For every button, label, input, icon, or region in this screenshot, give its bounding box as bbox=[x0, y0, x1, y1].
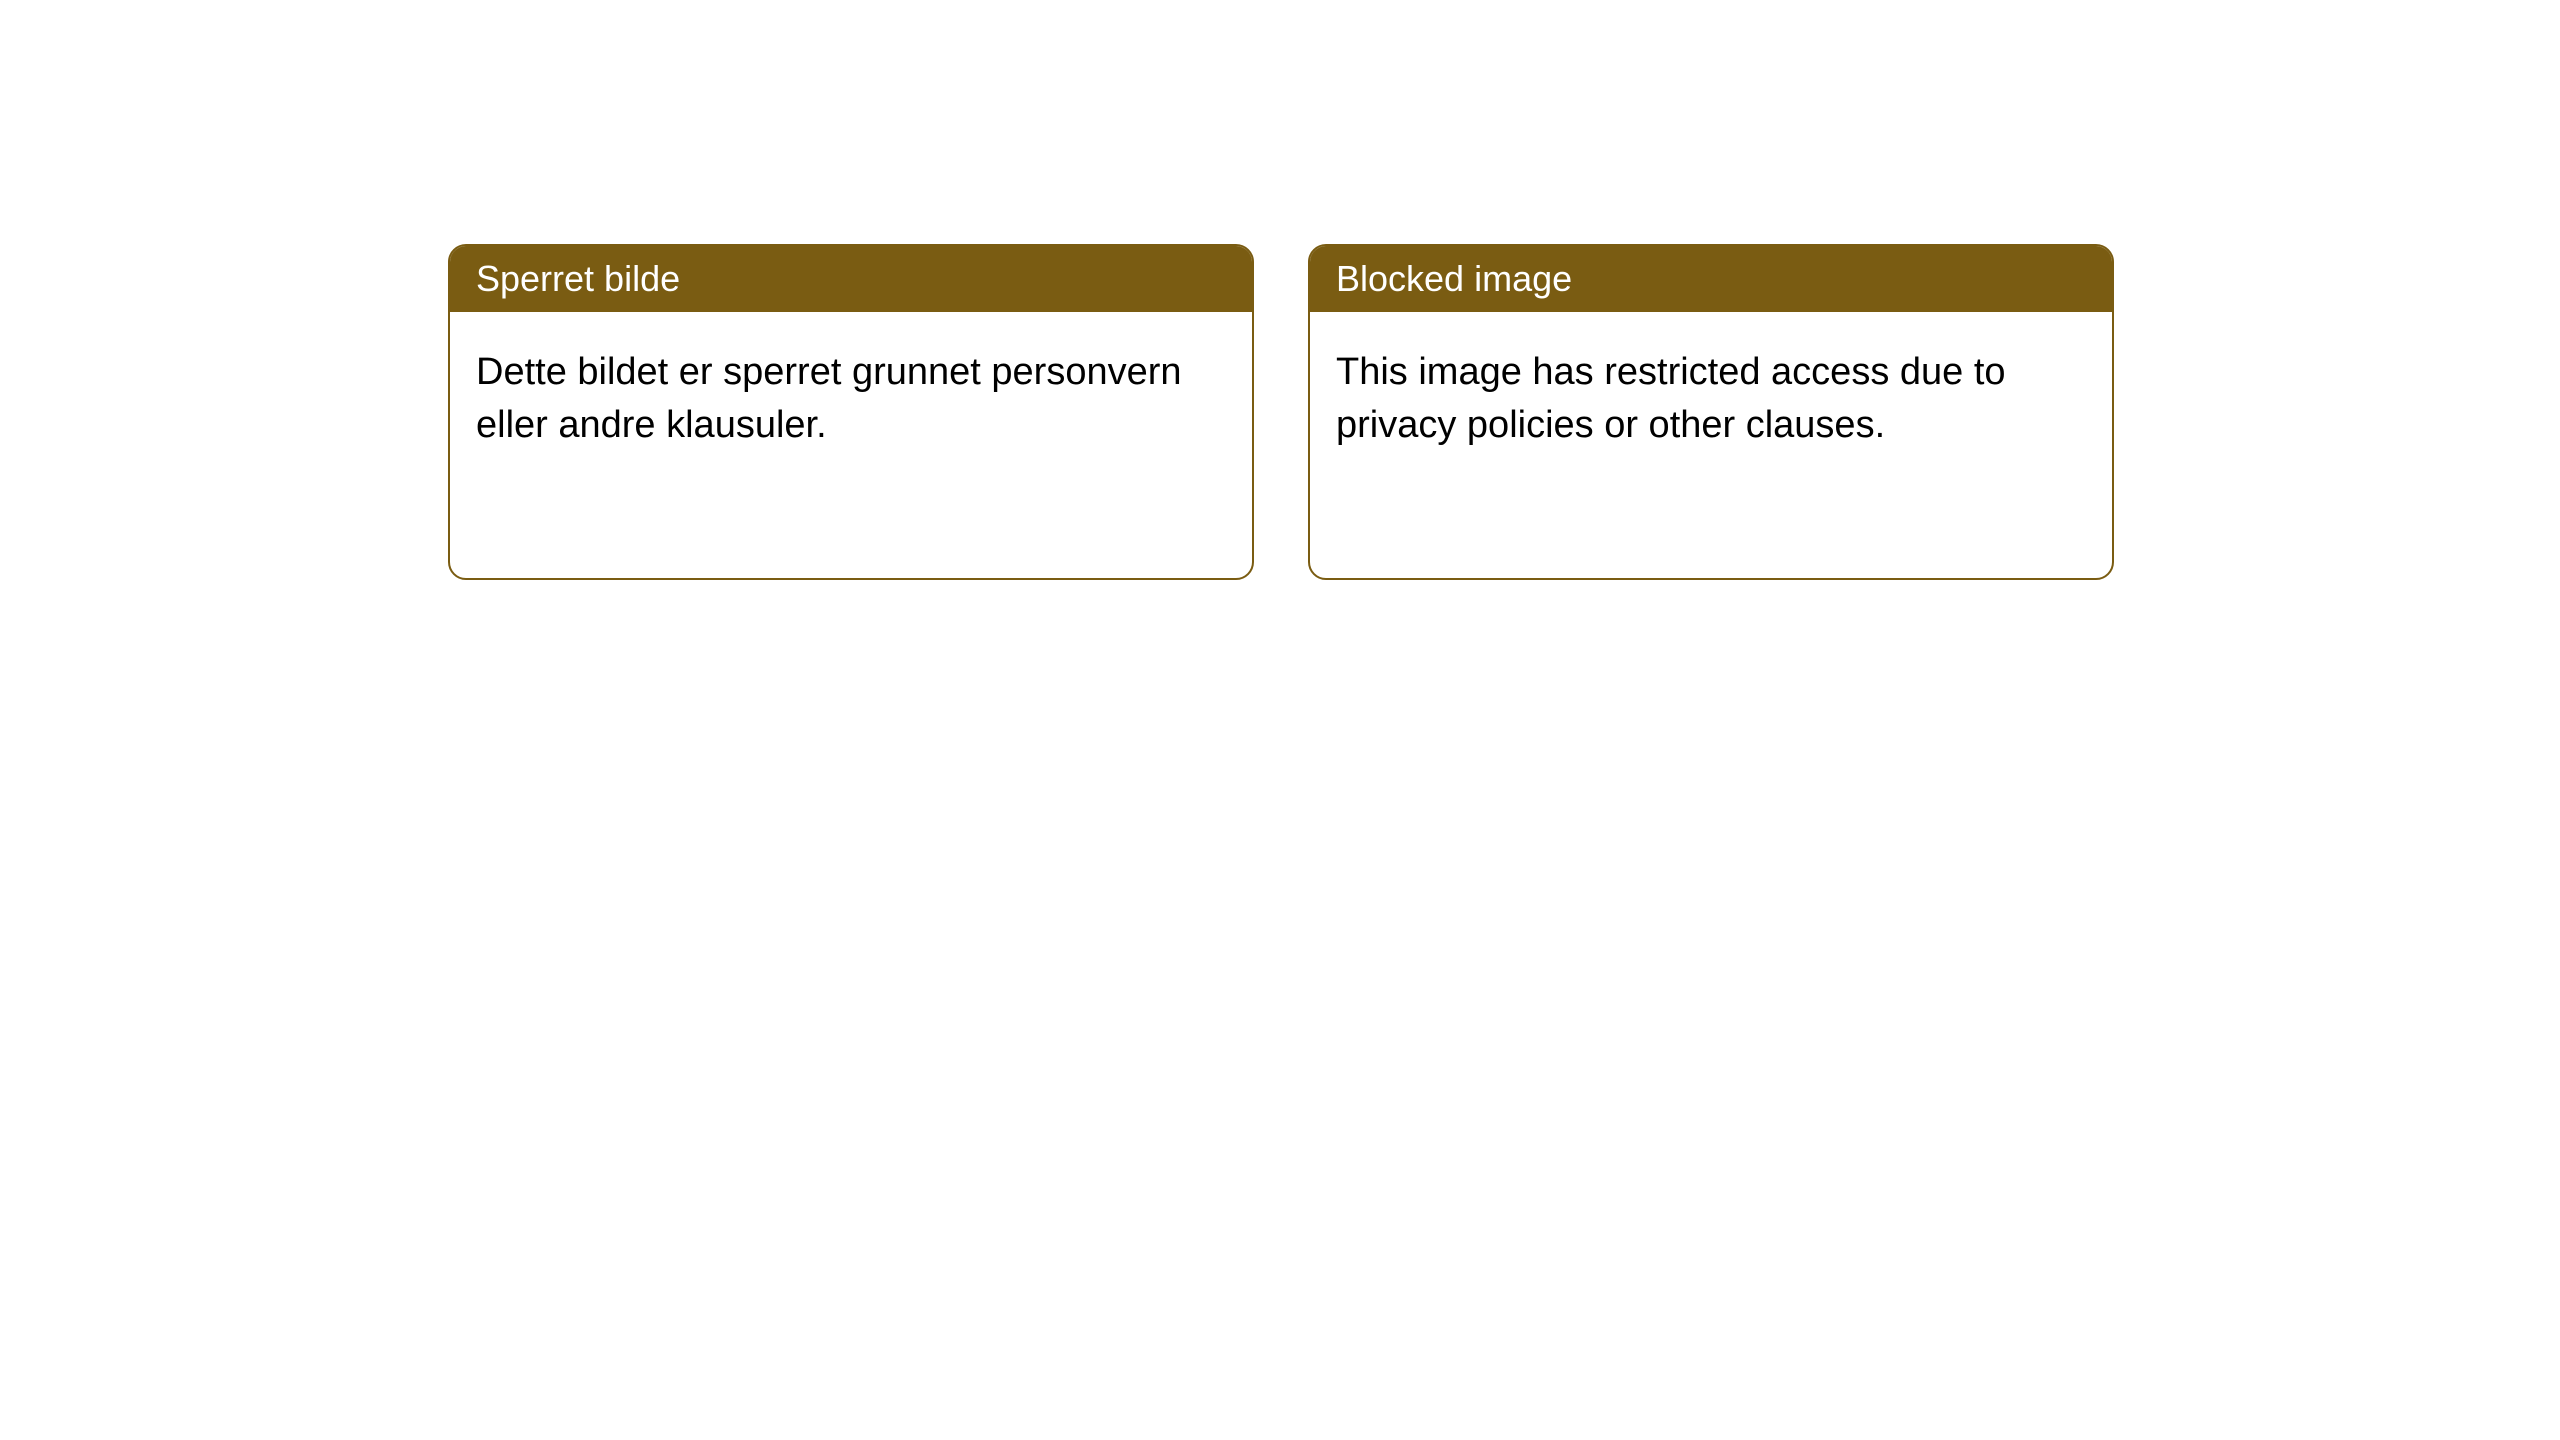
notice-card-english: Blocked image This image has restricted … bbox=[1308, 244, 2114, 580]
notice-header: Sperret bilde bbox=[450, 246, 1252, 312]
notice-container: Sperret bilde Dette bildet er sperret gr… bbox=[0, 0, 2560, 580]
notice-body: Dette bildet er sperret grunnet personve… bbox=[450, 312, 1252, 477]
notice-body: This image has restricted access due to … bbox=[1310, 312, 2112, 477]
notice-header: Blocked image bbox=[1310, 246, 2112, 312]
notice-card-norwegian: Sperret bilde Dette bildet er sperret gr… bbox=[448, 244, 1254, 580]
